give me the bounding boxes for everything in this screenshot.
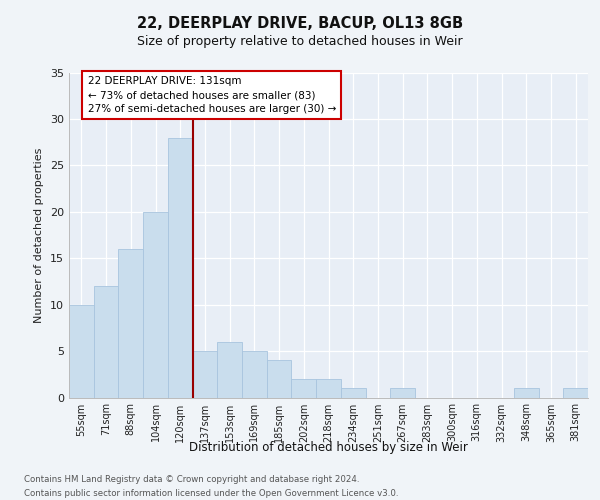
- Bar: [242, 351, 267, 398]
- Bar: [168, 138, 193, 398]
- Text: Size of property relative to detached houses in Weir: Size of property relative to detached ho…: [137, 35, 463, 48]
- Bar: [267, 360, 292, 398]
- Bar: [390, 388, 415, 398]
- Text: Contains HM Land Registry data © Crown copyright and database right 2024.: Contains HM Land Registry data © Crown c…: [24, 475, 359, 484]
- Bar: [94, 286, 118, 398]
- Bar: [563, 388, 588, 398]
- Bar: [69, 304, 94, 398]
- Text: 22 DEERPLAY DRIVE: 131sqm
← 73% of detached houses are smaller (83)
27% of semi-: 22 DEERPLAY DRIVE: 131sqm ← 73% of detac…: [88, 76, 336, 114]
- Bar: [341, 388, 365, 398]
- Bar: [514, 388, 539, 398]
- Bar: [118, 249, 143, 398]
- Bar: [316, 379, 341, 398]
- Text: Contains public sector information licensed under the Open Government Licence v3: Contains public sector information licen…: [24, 489, 398, 498]
- Text: Distribution of detached houses by size in Weir: Distribution of detached houses by size …: [190, 441, 468, 454]
- Y-axis label: Number of detached properties: Number of detached properties: [34, 148, 44, 322]
- Bar: [193, 351, 217, 398]
- Bar: [143, 212, 168, 398]
- Text: 22, DEERPLAY DRIVE, BACUP, OL13 8GB: 22, DEERPLAY DRIVE, BACUP, OL13 8GB: [137, 16, 463, 31]
- Bar: [292, 379, 316, 398]
- Bar: [217, 342, 242, 398]
